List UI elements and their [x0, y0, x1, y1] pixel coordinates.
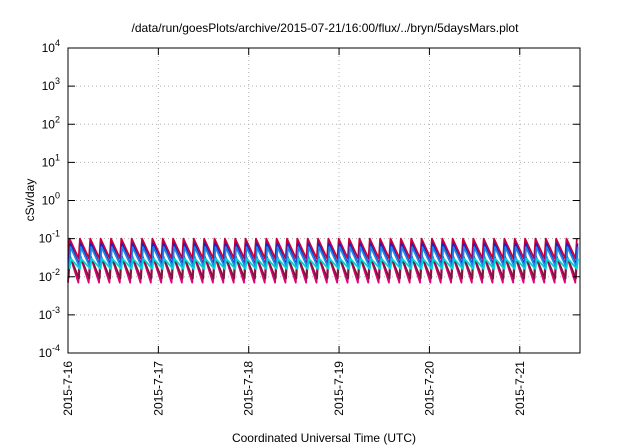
series-line [68, 257, 579, 270]
x-tick-label: 2015-7-20 [422, 361, 436, 416]
x-tick-label: 2015-7-16 [61, 361, 75, 416]
y-tick-label: 10-4 [39, 343, 60, 360]
y-tick-label: 100 [42, 191, 60, 208]
chart-title: /data/run/goesPlots/archive/2015-07-21/1… [132, 21, 520, 35]
x-axis: 2015-7-16 2015-7-17 2015-7-18 2015-7-19 2015… [61, 48, 527, 416]
x-tick-label: 2015-7-18 [242, 361, 256, 416]
y-tick-label: 104 [42, 38, 60, 55]
grid [68, 48, 580, 353]
x-tick-label: 2015-7-17 [151, 361, 165, 416]
x-axis-label: Coordinated Universal Time (UTC) [232, 431, 416, 445]
x-tick-label: 2015-7-19 [332, 361, 346, 416]
y-axis-label: cSv/day [23, 179, 37, 222]
y-tick-label: 10-3 [39, 305, 60, 322]
series-line [68, 246, 579, 268]
series-line [67, 237, 578, 260]
y-tick-label: 101 [42, 152, 60, 169]
y-tick-label: 103 [42, 76, 60, 93]
x-tick-label: 2015-7-21 [513, 361, 527, 416]
y-tick-label: 10-1 [39, 229, 60, 246]
y-tick-label: 102 [42, 114, 60, 131]
y-tick-label: 10-2 [39, 267, 60, 284]
series-group [67, 237, 579, 284]
y-axis: 10-4 10-3 10-2 10-1 100 101 102 103 104 [39, 38, 580, 360]
